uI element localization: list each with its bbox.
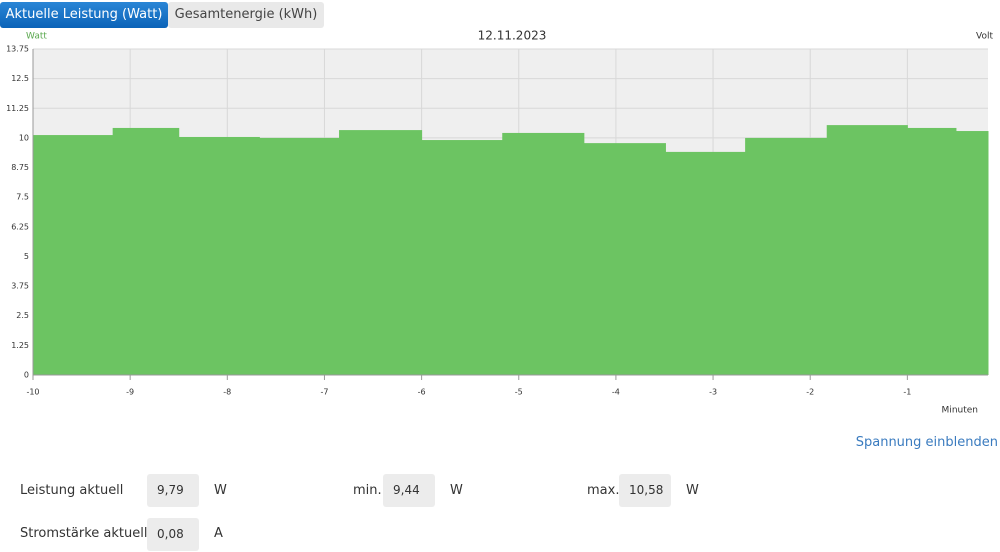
stat-value: 0,08 (147, 518, 199, 551)
x-tick-label: -2 (806, 388, 814, 397)
stat-value: 9,79 (147, 474, 199, 507)
step-bar (665, 151, 746, 375)
x-tick-label: -8 (223, 388, 231, 397)
y-tick-label: 3.75 (11, 282, 29, 291)
stat-label: max. (587, 483, 620, 498)
y-tick-label: 0 (24, 371, 29, 380)
stat-label: Leistung aktuell (20, 483, 124, 498)
step-bar (745, 137, 828, 375)
stat-unit: A (214, 526, 223, 541)
y-tick-label: 5 (24, 252, 29, 261)
step-bar (112, 127, 180, 376)
y-tick-label: 2.5 (16, 311, 29, 320)
y2-axis-label: Volt (976, 32, 993, 42)
stat-value: 9,44 (383, 474, 435, 507)
toggle-voltage-link[interactable]: Spannung einblenden (855, 435, 998, 450)
y-tick-label: 11.25 (6, 104, 29, 113)
x-tick-label: -4 (612, 388, 620, 397)
tab[interactable]: Gesamtenergie (kWh) (168, 2, 324, 28)
x-tick-label: -6 (418, 388, 426, 397)
step-bar (502, 132, 585, 375)
tab[interactable]: Aktuelle Leistung (Watt) (0, 2, 168, 28)
step-bar (339, 130, 423, 375)
y-tick-label: 8.75 (11, 163, 29, 172)
y-tick-label: 7.5 (16, 193, 29, 202)
y-axis-label: Watt (26, 32, 47, 42)
step-bar (826, 125, 908, 376)
stat-unit: W (450, 483, 463, 498)
step-bar (583, 143, 666, 375)
x-tick-label: -10 (26, 388, 39, 397)
x-tick-label: -7 (320, 388, 328, 397)
step-bar (907, 127, 957, 376)
y-tick-label: 13.75 (6, 45, 29, 54)
y-tick-label: 12.5 (11, 74, 29, 83)
x-axis-label: Minuten (942, 406, 978, 416)
x-tick-label: -9 (126, 388, 134, 397)
y-tick-label: 6.25 (11, 222, 29, 231)
stat-unit: W (214, 483, 227, 498)
step-bar (421, 140, 503, 375)
stat-label: min. (353, 483, 382, 498)
x-tick-label: -5 (515, 388, 523, 397)
step-bar (33, 135, 114, 375)
stat-unit: W (686, 483, 699, 498)
y-tick-label: 10 (19, 133, 29, 142)
stat-value: 10,58 (619, 474, 671, 507)
step-bar (178, 136, 260, 375)
x-tick-label: -1 (903, 388, 911, 397)
chart: 12.11.2023 Watt Volt Minuten 0 1.25 2.5 3.7… (6, 29, 993, 416)
stat-label: Stromstärke aktuell (20, 526, 148, 541)
x-tick-label: -3 (709, 388, 717, 397)
step-bar (955, 131, 989, 375)
chart-title: 12.11.2023 (478, 29, 547, 43)
step-bar (259, 137, 340, 375)
y-tick-label: 1.25 (11, 341, 29, 350)
